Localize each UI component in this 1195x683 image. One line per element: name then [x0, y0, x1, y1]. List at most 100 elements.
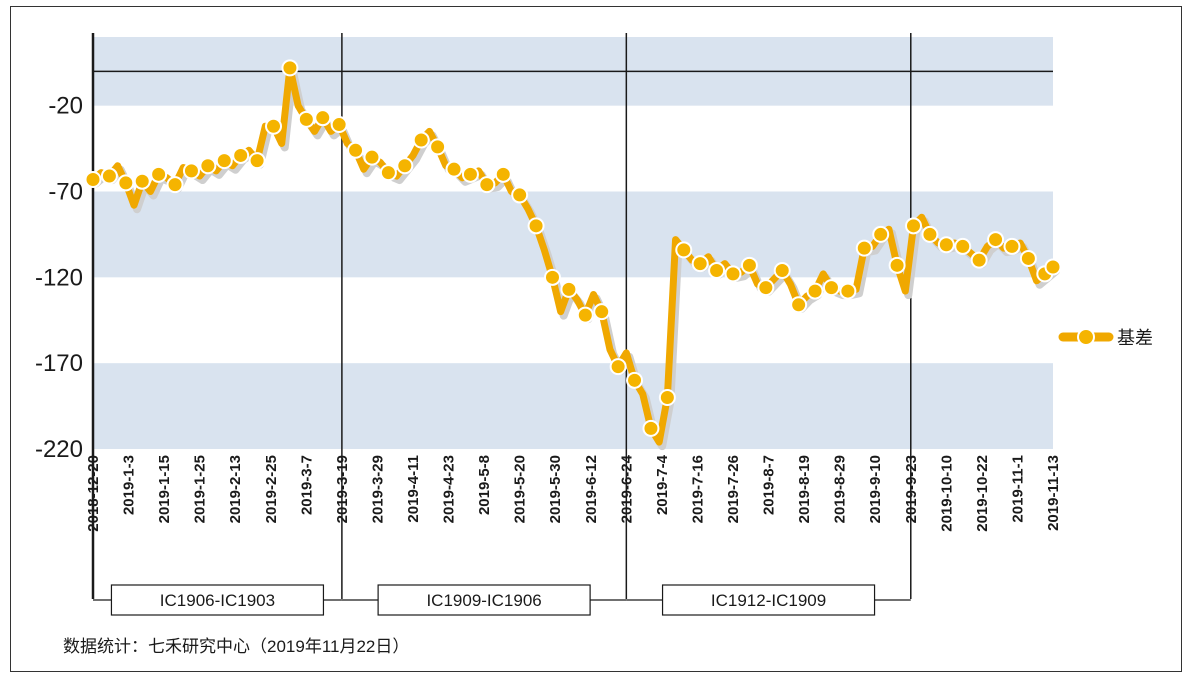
data-point [429, 138, 447, 156]
contract-label: IC1906-IC1903 [160, 591, 275, 610]
data-point [987, 231, 1005, 249]
data-point [117, 174, 135, 192]
contract-labels: IC1906-IC1903 IC1909-IC1906 IC1912-IC1909 [93, 584, 911, 616]
data-point [921, 225, 939, 243]
data-point [757, 279, 775, 297]
data-point [888, 256, 906, 274]
series-basis [84, 59, 1062, 451]
data-point [1019, 249, 1037, 267]
y-axis: -20 -70 -120 -170 -220 [35, 93, 83, 463]
data-point [527, 217, 545, 235]
x-tick-label: 2019-10-10 [938, 455, 955, 532]
y-tick-label: -70 [48, 179, 83, 206]
x-tick-label: 2019-11-1 [1009, 455, 1026, 523]
data-point [396, 157, 414, 175]
y-tick-label: -170 [35, 350, 83, 377]
x-tick-label: 2019-8-19 [796, 455, 813, 523]
data-point [806, 282, 824, 300]
data-point [84, 170, 102, 188]
data-point [314, 109, 332, 127]
y-tick-label: -220 [35, 436, 83, 463]
data-point [708, 261, 726, 279]
x-tick-label: 2019-2-13 [227, 455, 244, 523]
data-point [412, 131, 430, 149]
x-tick-label: 2019-11-13 [1045, 455, 1062, 531]
data-point [100, 167, 118, 185]
data-point [330, 116, 348, 134]
data-point [297, 110, 315, 128]
x-tick-label: 2019-1-3 [121, 455, 138, 515]
data-point [576, 306, 594, 324]
x-tick-label: 2019-10-22 [974, 455, 991, 532]
basis-chart: -20-70-120-170-220 2018-12-202019-1-3201… [35, 33, 1153, 656]
data-point [839, 282, 857, 300]
data-point [379, 164, 397, 182]
x-tick-label: 2019-5-20 [512, 455, 529, 523]
source-note: 数据统计：七禾研究中心（2019年11月22日） [63, 637, 409, 656]
data-point [626, 371, 644, 389]
x-tick-label: 2019-8-29 [832, 455, 849, 523]
data-point [199, 157, 217, 175]
contract-label-box [661, 584, 876, 616]
x-tick-label: 2019-4-11 [405, 455, 422, 523]
legend[interactable]: 基差 [1058, 328, 1153, 348]
data-point [872, 225, 890, 243]
data-point [560, 280, 578, 298]
x-tick-label: 2019-1-25 [192, 455, 209, 523]
x-tick-label: 2019-3-7 [298, 455, 315, 515]
contract-label-box [377, 584, 591, 616]
data-point [822, 279, 840, 297]
data-point [855, 239, 873, 257]
data-point [937, 236, 955, 254]
legend-marker-swatch [1077, 328, 1095, 346]
data-point [232, 146, 250, 164]
data-point [363, 148, 381, 166]
data-point [970, 251, 988, 269]
x-tick-label: 2019-5-8 [476, 455, 493, 515]
legend-label: 基差 [1117, 328, 1153, 348]
data-point [1003, 237, 1021, 255]
data-point [740, 256, 758, 274]
data-point [511, 186, 529, 204]
data-point [593, 303, 611, 321]
data-point [215, 152, 233, 170]
contract-switch-lines [91, 33, 912, 599]
data-point [445, 160, 463, 178]
data-point [281, 59, 299, 77]
x-tick-label: 2019-5-30 [547, 455, 564, 523]
data-point [494, 165, 512, 183]
x-tick-label: 2019-7-4 [654, 454, 671, 515]
data-point [1044, 258, 1062, 276]
contract-label-box [110, 584, 325, 616]
data-point [691, 255, 709, 273]
data-point [954, 237, 972, 255]
x-tick-label: 2019-4-23 [441, 455, 458, 523]
data-point [609, 358, 627, 376]
data-point [642, 419, 660, 437]
data-point [133, 172, 151, 190]
y-tick-label: -120 [35, 264, 83, 291]
data-point [461, 165, 479, 183]
data-point [478, 176, 496, 194]
data-point [724, 265, 742, 283]
background-band [93, 363, 1053, 449]
x-tick-label: 2019-7-26 [725, 455, 742, 523]
data-point [166, 176, 184, 194]
data-point [790, 296, 808, 314]
data-point [150, 165, 168, 183]
x-tick-label: 2019-3-29 [369, 455, 386, 523]
contract-label: IC1909-IC1906 [426, 591, 541, 610]
x-tick-label: 2019-9-10 [867, 455, 884, 523]
data-point [543, 268, 561, 286]
x-tick-label: 2019-2-25 [263, 455, 280, 523]
chart-frame: -20-70-120-170-220 2018-12-202019-1-3201… [10, 6, 1182, 672]
x-tick-label: 2019-6-12 [583, 455, 600, 523]
y-tick-label: -20 [48, 93, 83, 120]
x-axis: 2018-12-202019-1-32019-1-152019-1-252019… [85, 454, 1062, 531]
data-point [905, 217, 923, 235]
data-point [265, 117, 283, 135]
x-tick-label: 2019-7-16 [689, 455, 706, 523]
data-point [347, 141, 365, 159]
x-tick-label: 2019-1-15 [156, 455, 173, 523]
data-point [675, 241, 693, 259]
